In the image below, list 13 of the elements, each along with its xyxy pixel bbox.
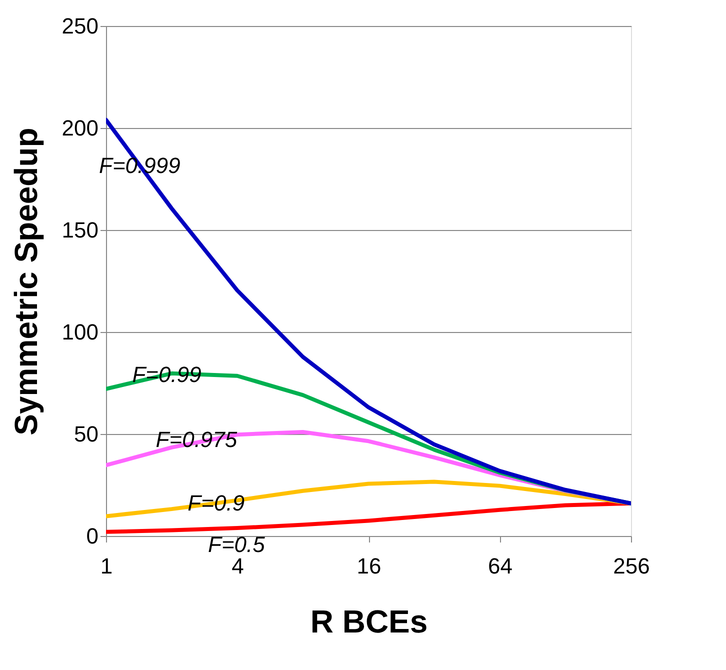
x-tick-label: 256 [613,554,650,578]
line-series [106,480,631,518]
y-axis-title: Symmetric Speedup [8,128,44,436]
y-tick-label: 200 [62,116,98,140]
y-tick-label: 250 [62,14,98,38]
x-tick-label: 64 [488,554,512,578]
y-tick-label: 150 [62,218,98,242]
y-tick-label: 50 [74,422,98,446]
x-tick-label: 16 [356,554,382,578]
x-tick-label: 1 [100,554,113,578]
y-tick-label: 100 [62,320,98,344]
y-tick-label: 0 [86,524,98,548]
x-axis-title: R BCEs [310,604,428,640]
